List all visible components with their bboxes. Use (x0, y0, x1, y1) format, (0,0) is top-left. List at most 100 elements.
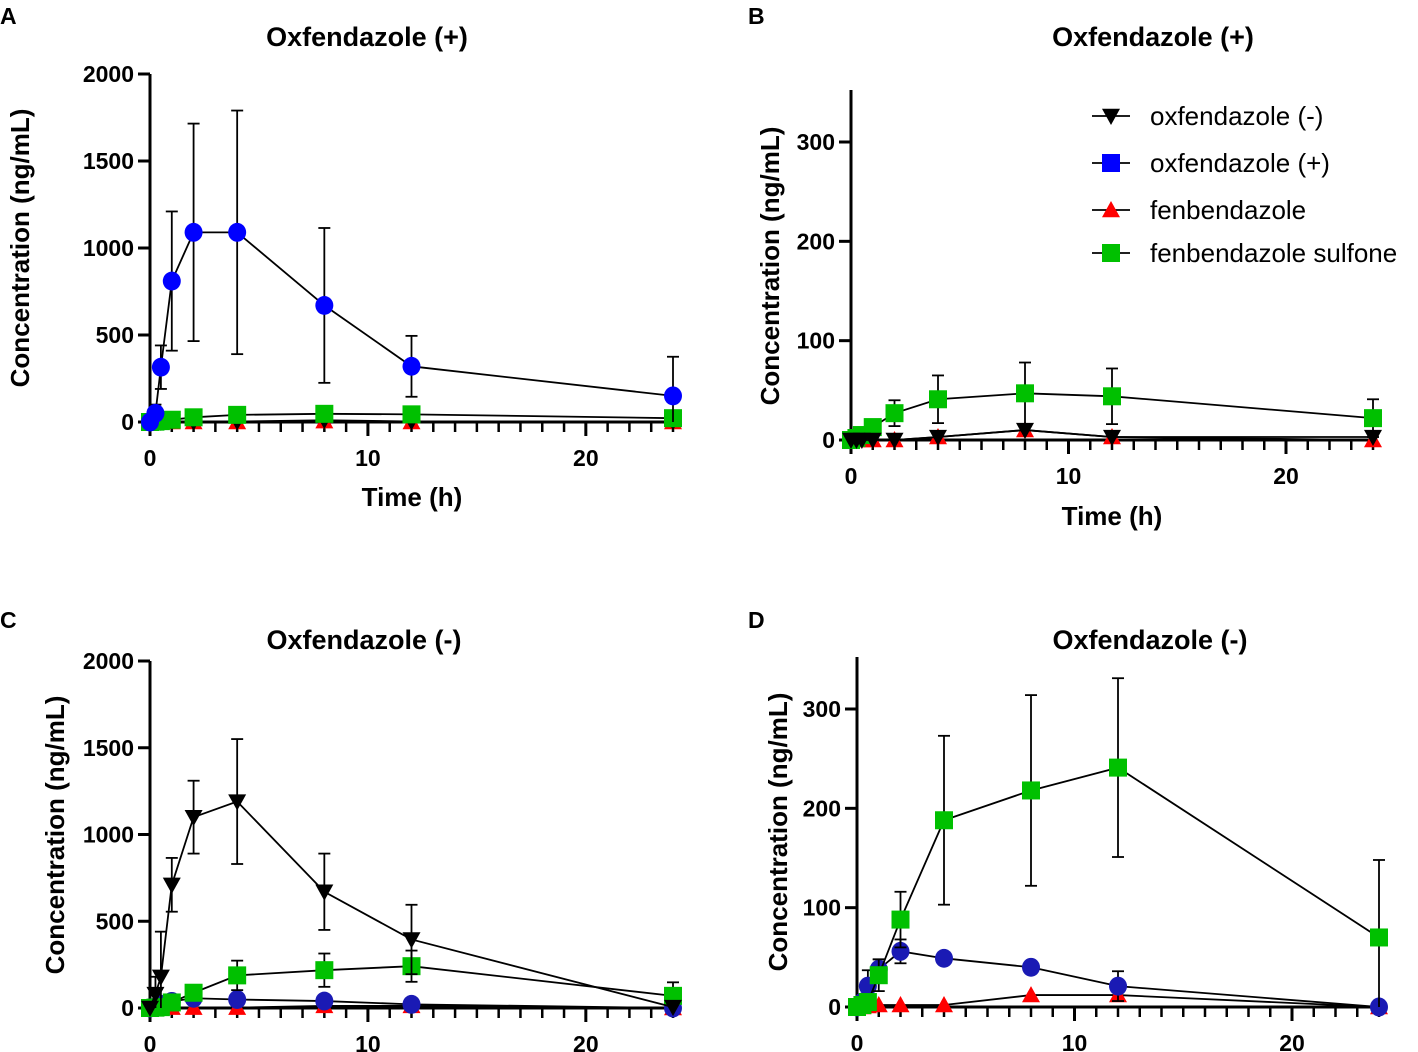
y-tick-label: 0 (828, 994, 841, 1020)
legend-marker (1102, 108, 1120, 125)
x-tick-label: 0 (851, 1030, 864, 1052)
panel-letter: D (748, 607, 765, 633)
legend-label: fenbendazole (1150, 195, 1306, 225)
legend: oxfendazole (-) oxfendazole (+) fenbendazo… (1092, 101, 1397, 268)
y-axis-label: Concentration (ng/mL) (40, 696, 70, 975)
data-point (315, 404, 334, 423)
legend-label: oxfendazole (-) (1150, 101, 1323, 131)
data-point (141, 1000, 159, 1017)
data-point (228, 405, 247, 424)
chart-title: Oxfendazole (-) (266, 625, 461, 655)
data-point (151, 357, 170, 377)
data-point (863, 432, 882, 449)
data-point (1109, 758, 1127, 777)
x-tick-label: 20 (1273, 463, 1299, 489)
chart-title: Oxfendazole (+) (266, 22, 468, 52)
panel-letter: B (748, 3, 765, 29)
x-tick-label: 0 (144, 445, 157, 471)
series-oxfendazole (141, 738, 682, 1017)
x-tick-label: 0 (144, 1031, 157, 1052)
x-tick-label: 20 (573, 1031, 599, 1052)
data-point (228, 990, 247, 1009)
data-point (162, 993, 181, 1012)
x-tick-label: 20 (573, 445, 599, 471)
data-point (1022, 986, 1040, 1003)
y-tick-label: 500 (96, 322, 134, 348)
data-point (1103, 429, 1121, 447)
y-axis-label: Concentration (ng/mL) (755, 127, 785, 406)
y-tick-label: 1000 (83, 822, 134, 848)
data-point (935, 948, 953, 968)
y-tick-label: 1500 (83, 148, 134, 174)
data-point (315, 295, 334, 315)
y-tick-label: 100 (797, 328, 835, 354)
y-tick-label: 1000 (83, 235, 134, 261)
data-point (151, 969, 170, 986)
x-tick-label: 10 (355, 445, 381, 471)
x-tick-label: 0 (845, 463, 858, 489)
x-tick-label: 10 (1056, 463, 1082, 489)
data-point (891, 910, 910, 929)
legend-label: oxfendazole (+) (1150, 148, 1330, 178)
data-point (402, 356, 421, 376)
y-axis-label: Concentration (ng/mL) (763, 693, 793, 972)
data-point (1016, 422, 1034, 440)
x-tick-label: 10 (1062, 1030, 1088, 1052)
data-point (1103, 387, 1121, 406)
x-tick-label: 10 (355, 1031, 381, 1052)
panel-letter: C (0, 607, 17, 633)
data-point (1364, 429, 1382, 447)
y-axis-label: Concentration (ng/mL) (5, 109, 35, 388)
data-point (869, 966, 888, 985)
panel-d: D Oxfendazole (-) Concentration (ng/mL) 0 10… (748, 607, 1388, 1052)
data-point (162, 410, 181, 429)
data-point (885, 404, 904, 423)
data-point (858, 993, 877, 1012)
data-point (228, 222, 247, 242)
data-point (1022, 957, 1040, 977)
y-tick-label: 500 (96, 908, 134, 934)
data-point (162, 877, 181, 894)
y-tick-label: 2000 (83, 648, 134, 674)
data-point (402, 405, 421, 424)
data-point (315, 991, 334, 1011)
y-tick-label: 300 (803, 696, 841, 722)
data-point (664, 999, 682, 1017)
legend-marker (1102, 201, 1120, 218)
y-tick-label: 200 (803, 795, 841, 821)
legend-item: fenbendazole (1092, 195, 1306, 225)
series-fenbendazole-sulfone (848, 677, 1388, 1016)
legend-marker (1102, 154, 1120, 172)
data-point (315, 961, 334, 980)
data-point (162, 271, 181, 291)
series-oxfendazole (842, 422, 1382, 449)
data-point (929, 390, 947, 409)
legend-label: fenbendazole sulfone (1150, 238, 1397, 268)
data-point (402, 932, 421, 949)
panel-a: A Oxfendazole (+) Concentration (ng/mL) Tim… (0, 3, 682, 512)
legend-item: oxfendazole (+) (1092, 148, 1330, 178)
y-tick-label: 0 (121, 409, 134, 435)
x-axis-label: Time (h) (1062, 501, 1163, 531)
data-point (935, 996, 953, 1013)
data-point (184, 408, 203, 427)
data-point (184, 809, 203, 827)
data-point (1016, 384, 1034, 403)
y-tick-label: 0 (121, 995, 134, 1021)
series-oxfendazole (141, 109, 682, 432)
data-point (863, 418, 882, 437)
panel-b: B Oxfendazole (+) Concentration (ng/mL) Tim… (748, 3, 1382, 531)
data-point (935, 811, 953, 830)
data-point (146, 403, 165, 423)
data-point (664, 386, 682, 406)
data-point (315, 884, 334, 901)
panel-c: C Oxfendazole (-) Concentration (ng/mL) 0 50… (0, 607, 682, 1052)
legend-marker (1102, 244, 1120, 262)
series-oxfendazole (141, 988, 682, 1018)
data-point (929, 429, 947, 447)
chart-title: Oxfendazole (-) (1052, 625, 1247, 655)
y-tick-label: 100 (803, 895, 841, 921)
data-point (146, 986, 165, 1004)
panel-letter: A (0, 3, 17, 29)
